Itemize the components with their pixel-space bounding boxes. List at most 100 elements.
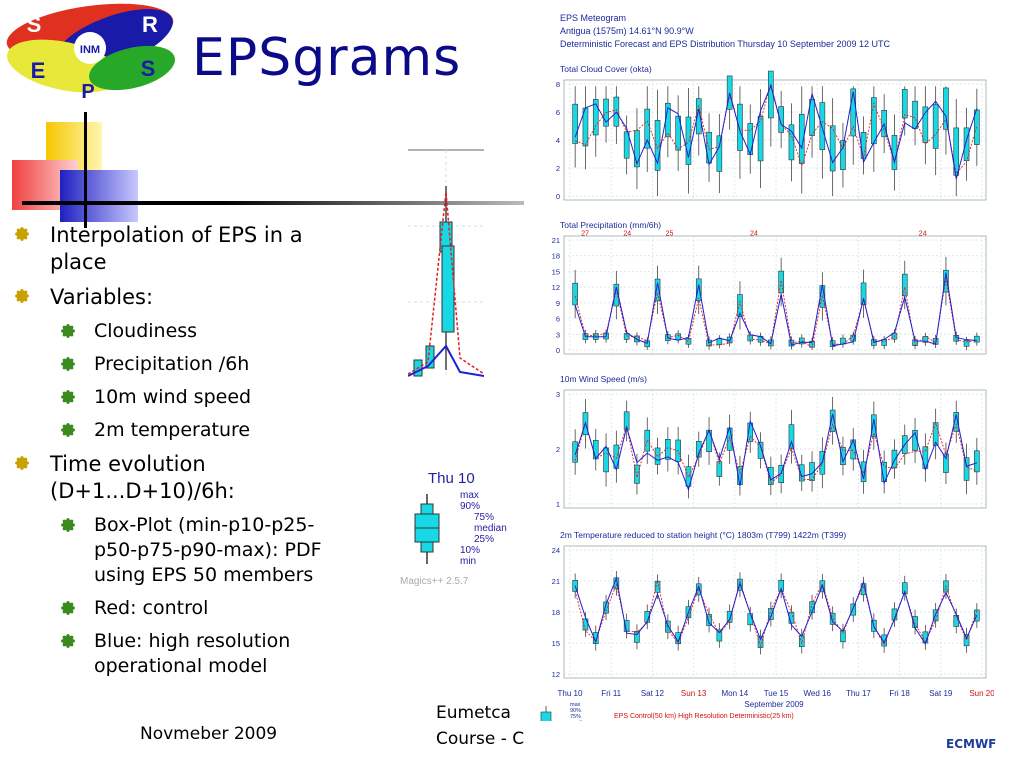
box-body xyxy=(974,335,980,343)
box-body xyxy=(644,108,651,149)
y-tick-label: 2 xyxy=(556,164,560,173)
bullet-text: 10m wind speed xyxy=(94,386,252,408)
legend-note: EPS Control(50 km) High Resolution Deter… xyxy=(614,713,794,720)
hires-line xyxy=(574,576,978,645)
panel-title: 2m Temperature reduced to station height… xyxy=(560,530,846,540)
logo-letter-p: P xyxy=(81,81,94,102)
y-tick-label: 6 xyxy=(556,315,560,324)
box-body xyxy=(634,630,640,643)
box-body xyxy=(788,424,795,450)
box-body xyxy=(706,131,712,164)
x-axis-day-label: Fri 11 xyxy=(601,689,621,698)
legend-label: 25% xyxy=(474,534,495,545)
meteogram-location: Antigua (1575m) 14.61°N 90.9°W xyxy=(560,26,694,36)
box-body xyxy=(757,116,764,162)
box-body xyxy=(716,338,723,345)
zoomed-boxplot-fragment xyxy=(408,149,484,378)
box-body xyxy=(592,632,599,644)
ecmwf-brand: ECMWF xyxy=(946,737,997,751)
bullet-item-level2: Cloudiness xyxy=(14,319,334,344)
legend-box-glyph xyxy=(414,494,440,564)
meteogram-title: EPS Meteogram xyxy=(560,13,627,23)
x-axis-day-label: Wed 16 xyxy=(803,689,831,698)
yellow-flower-bullet-icon xyxy=(15,456,29,470)
footer-course-line1: Eumetca xyxy=(436,703,511,723)
legend-label: 10% xyxy=(460,545,481,556)
y-tick-label: 1 xyxy=(556,500,560,509)
zoomed-legend: Thu 10 max 90% 75% median 25% 10% min Magics++… xyxy=(400,448,524,588)
box-body xyxy=(922,106,929,143)
box-body xyxy=(901,273,908,297)
box-body xyxy=(634,464,640,484)
bullet-text: Time evolution (D+1...D+10)/6h: xyxy=(50,452,235,503)
box-body xyxy=(716,135,723,172)
bullet-list: Interpolation of EPS in a place Variables… xyxy=(14,222,334,687)
y-tick-label: 4 xyxy=(556,136,560,145)
bullet-text: Precipitation /6h xyxy=(94,353,250,375)
bullet-item-level1: Interpolation of EPS in a place xyxy=(14,222,334,276)
bullet-item-level2: Box-Plot (min-p10-p25-p50-p75-p90-max): … xyxy=(14,513,334,588)
logo-letter-s2: S xyxy=(141,56,156,81)
box-body xyxy=(613,283,620,307)
x-axis-day-label: Sat 19 xyxy=(929,689,953,698)
box-body xyxy=(623,411,630,431)
bullet-item-level1: Variables: xyxy=(14,284,334,311)
bullet-item-level1: Time evolution (D+1...D+10)/6h: xyxy=(14,451,334,505)
x-axis-day-label: Fri 18 xyxy=(889,689,910,698)
box-body xyxy=(963,634,970,647)
panel-title: Total Cloud Cover (okta) xyxy=(560,64,652,74)
legend-label: min xyxy=(460,556,477,567)
logo-center-text: INM xyxy=(80,44,100,56)
y-tick-label: 21 xyxy=(552,236,560,245)
box-body xyxy=(716,461,723,477)
box-body xyxy=(747,334,754,342)
mini-legend-label: 75% xyxy=(570,714,581,720)
panel-frame xyxy=(563,235,987,355)
x-axis-day-label: Tue 15 xyxy=(764,689,789,698)
hires-line xyxy=(574,272,977,347)
box-body xyxy=(778,579,784,592)
control-line xyxy=(574,82,978,175)
box-body xyxy=(871,414,877,437)
green-flower-bullet-icon xyxy=(61,390,75,404)
precip-overflow-label: 25 xyxy=(666,231,674,238)
box-body xyxy=(695,278,702,301)
box-body xyxy=(603,447,609,473)
box-body xyxy=(778,106,784,133)
slide-title: EPSgrams xyxy=(192,28,462,88)
box-body xyxy=(675,115,681,151)
logo-letter-e: E xyxy=(31,58,46,83)
box-body xyxy=(726,610,733,623)
box-body xyxy=(953,127,960,176)
box-body xyxy=(788,124,795,161)
mini-legend-label: 90% xyxy=(570,708,581,714)
logo-letter-s1: S xyxy=(27,12,42,37)
hires-line xyxy=(574,84,978,180)
box-body xyxy=(706,614,712,626)
box-body xyxy=(592,99,599,136)
meteogram-description: Deterministic Forecast and EPS Distribut… xyxy=(560,39,890,49)
deco-horizontal-line xyxy=(22,201,526,205)
y-tick-label: 12 xyxy=(552,283,560,292)
legend-label: median xyxy=(474,523,507,534)
meteogram-panel-3: 2m Temperature reduced to station height… xyxy=(552,530,987,679)
footer-course-line2: Course - C xyxy=(436,729,525,749)
y-tick-label: 0 xyxy=(556,192,560,201)
box-body xyxy=(778,465,784,483)
box-body xyxy=(644,611,651,623)
hires-line xyxy=(574,413,978,492)
box-body xyxy=(603,601,609,614)
footer-course: Eumetca Course - C xyxy=(436,700,524,752)
meteogram-panel-1: Total Precipitation (mm/6h)21 18 15 12 9 6 3 0 2… xyxy=(552,220,987,355)
box-body xyxy=(737,294,743,317)
box-body xyxy=(644,429,651,452)
y-tick-label: 21 xyxy=(552,577,560,586)
box-body xyxy=(665,620,671,633)
box-body xyxy=(860,132,867,159)
logo-letter-r: R xyxy=(142,12,158,37)
bullet-text: 2m temperature xyxy=(94,419,251,441)
box-body xyxy=(665,439,671,460)
bullet-text: Cloudiness xyxy=(94,320,198,342)
box-body xyxy=(572,282,578,306)
